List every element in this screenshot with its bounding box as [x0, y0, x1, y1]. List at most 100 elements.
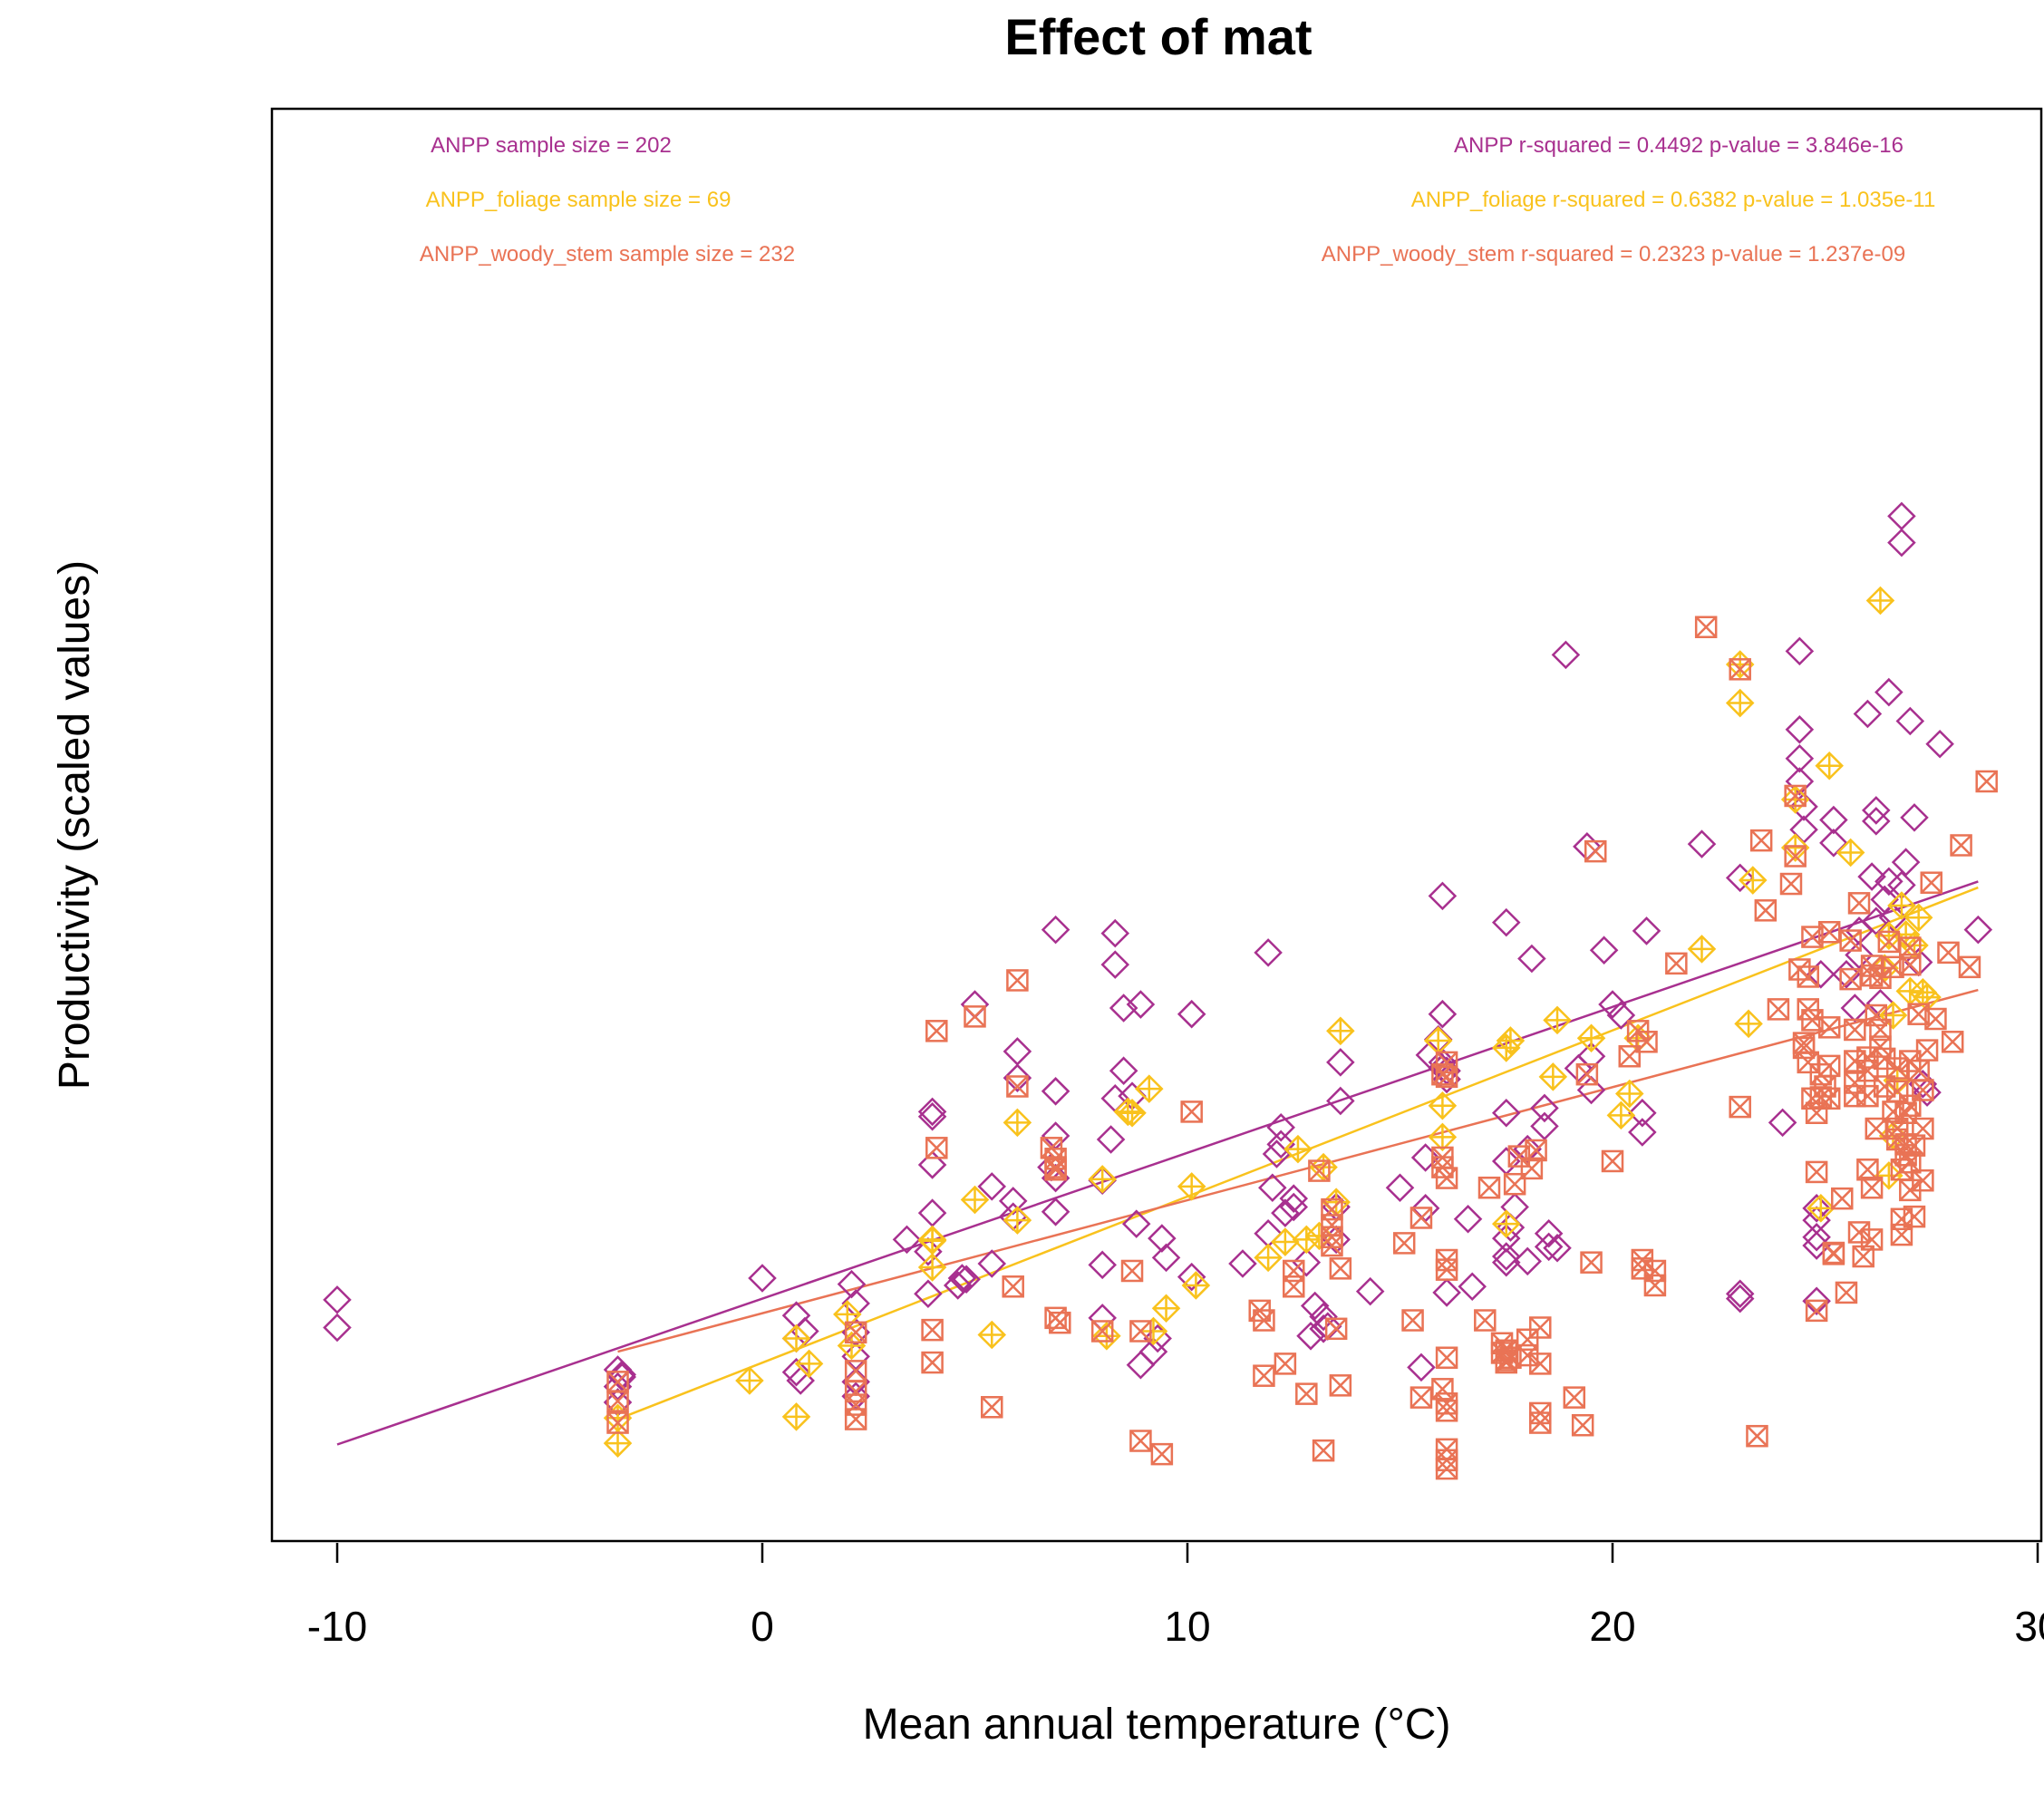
point-anpp [1041, 1163, 1070, 1193]
point-anpp-woody-stem [1329, 1257, 1352, 1280]
point-anpp-woody-stem [1529, 1411, 1552, 1434]
point-anpp [1326, 1086, 1355, 1116]
point-anpp [1491, 1224, 1521, 1253]
point-anpp [1725, 1279, 1755, 1309]
point-anpp [1003, 1037, 1032, 1066]
point-anpp [947, 1264, 977, 1293]
point-anpp-foliage [1874, 1161, 1904, 1190]
point-anpp-woody-stem [1729, 658, 1751, 681]
point-anpp [917, 1198, 947, 1227]
point-anpp-woody-stem [1873, 1075, 1896, 1098]
point-anpp-woody-stem [1435, 1258, 1458, 1281]
point-anpp [1228, 1249, 1257, 1278]
point-anpp-woody-stem [1958, 955, 1981, 979]
point-anpp [1254, 938, 1283, 967]
point-anpp [1785, 636, 1815, 666]
point-anpp [1309, 1302, 1338, 1332]
point-anpp [1292, 1247, 1322, 1277]
point-anpp [1432, 1278, 1461, 1307]
point-anpp-woody-stem [1431, 1378, 1454, 1401]
point-anpp-foliage [1135, 1074, 1164, 1103]
point-anpp-foliage [1254, 1243, 1283, 1273]
point-anpp [1041, 915, 1070, 945]
anpp-sample-size: ANPP sample size = 202 [431, 133, 672, 158]
point-anpp [1003, 1063, 1032, 1092]
point-anpp-woody-stem [1784, 784, 1807, 808]
point-anpp-foliage [1576, 1023, 1606, 1053]
point-anpp [1096, 1125, 1126, 1154]
point-anpp-woody-stem [1860, 1228, 1884, 1251]
point-anpp-woody-stem [1516, 1343, 1539, 1367]
point-anpp [914, 1279, 943, 1309]
x-tick-label: 0 [751, 1603, 774, 1650]
point-anpp-woody-stem [1274, 1352, 1297, 1375]
point-anpp [1355, 1276, 1385, 1306]
point-anpp [1271, 1198, 1300, 1227]
point-anpp [917, 1150, 947, 1179]
point-anpp-woody-stem [1860, 955, 1884, 977]
point-anpp-woody-stem [1180, 1100, 1203, 1123]
point-anpp [892, 1225, 922, 1255]
point-anpp-woody-stem [1525, 1139, 1547, 1162]
point-anpp [1853, 699, 1883, 729]
point-anpp-foliage [794, 1349, 824, 1379]
point-anpp-woody-stem [925, 1020, 948, 1042]
point-anpp [323, 1313, 352, 1343]
plot-frame [270, 107, 2043, 1543]
point-anpp-foliage [1151, 1294, 1181, 1323]
point-anpp-woody-stem [1435, 1346, 1458, 1369]
point-anpp-woody-stem [1784, 845, 1807, 868]
point-anpp-woody-stem [844, 1408, 867, 1430]
point-anpp [1534, 1232, 1564, 1262]
point-anpp [1802, 1194, 1831, 1223]
point-anpp-woody-stem [1924, 1007, 1947, 1031]
point-anpp-woody-stem [1915, 1039, 1939, 1062]
point-anpp-woody-stem [1749, 829, 1773, 852]
point-anpp [1428, 881, 1458, 911]
point-anpp-foliage [1271, 1227, 1300, 1256]
point-anpp [1768, 1108, 1797, 1138]
point-anpp [1534, 1218, 1564, 1248]
point-anpp-foliage [1428, 1122, 1458, 1152]
point-anpp [841, 1289, 870, 1318]
point-anpp [1725, 1284, 1755, 1314]
point-anpp-woody-stem [1835, 1281, 1858, 1304]
point-anpp-woody-stem [1643, 1259, 1667, 1283]
point-anpp [1428, 999, 1458, 1029]
point-anpp-woody-stem [1321, 1197, 1343, 1221]
point-anpp-foliage [1284, 1134, 1313, 1164]
point-anpp [1491, 1242, 1521, 1271]
point-anpp [1857, 862, 1886, 891]
point-anpp-woody-stem [1844, 1018, 1866, 1042]
point-anpp [1126, 1350, 1156, 1380]
point-anpp-woody-stem [1856, 1159, 1879, 1181]
anpp-woody-stem-stats: ANPP_woody_stem r-squared = 0.2323 p-val… [1322, 242, 1905, 267]
point-anpp [1573, 832, 1602, 861]
fit-line-anpp-woody-stem [617, 988, 1979, 1353]
point-anpp-foliage [1491, 1209, 1521, 1238]
anpp-foliage-sample-size: ANPP_foliage sample size = 69 [426, 188, 731, 212]
point-anpp [917, 1101, 947, 1131]
point-anpp-foliage [1423, 1026, 1453, 1055]
point-anpp [1895, 706, 1925, 736]
point-anpp-foliage [1326, 1016, 1355, 1046]
x-tick-label: 20 [1589, 1603, 1635, 1650]
point-anpp-woody-stem [1474, 1309, 1497, 1332]
point-anpp-woody-stem [981, 1396, 1003, 1419]
point-anpp-foliage [960, 1185, 990, 1215]
point-anpp [1109, 1056, 1138, 1085]
point-anpp-foliage [1003, 1206, 1032, 1235]
point-anpp-woody-stem [1890, 1223, 1913, 1246]
point-anpp-woody-stem [1409, 1207, 1433, 1229]
point-anpp [1628, 1098, 1657, 1128]
point-anpp-foliage [603, 1429, 633, 1458]
point-anpp-woody-stem [1817, 1016, 1841, 1039]
point-anpp [998, 1187, 1028, 1216]
point-anpp-foliage [1543, 1005, 1572, 1035]
point-anpp [1874, 677, 1904, 707]
point-anpp-woody-stem [1792, 1036, 1816, 1060]
point-anpp [1326, 1048, 1355, 1077]
y-axis-label: Productivity (scaled values) [51, 560, 99, 1090]
point-anpp [1913, 1078, 1942, 1107]
